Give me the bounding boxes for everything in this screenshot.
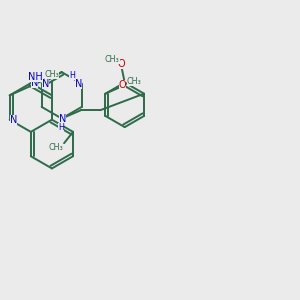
Text: N: N <box>74 79 82 89</box>
Text: O: O <box>118 80 126 90</box>
Text: N: N <box>10 115 17 125</box>
Text: N: N <box>41 79 49 89</box>
Text: H: H <box>58 123 64 132</box>
Text: N: N <box>58 114 66 124</box>
Text: H: H <box>69 71 75 80</box>
Text: O: O <box>118 59 126 69</box>
Text: CH₃: CH₃ <box>44 70 59 79</box>
Text: CH₃: CH₃ <box>127 77 142 86</box>
Text: NH: NH <box>28 72 43 82</box>
Text: N: N <box>31 78 38 88</box>
Text: CH₃: CH₃ <box>105 55 120 64</box>
Text: CH₃: CH₃ <box>48 143 63 152</box>
